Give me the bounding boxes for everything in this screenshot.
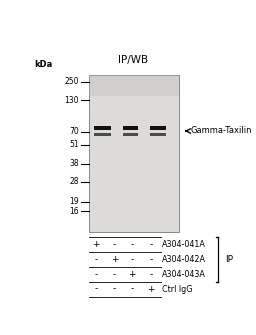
Text: A304-042A: A304-042A — [162, 255, 206, 264]
Text: -: - — [131, 285, 134, 293]
Text: kDa: kDa — [34, 60, 52, 69]
Text: -: - — [113, 270, 116, 279]
Text: -: - — [113, 240, 116, 249]
Text: -: - — [94, 270, 98, 279]
Text: -: - — [94, 285, 98, 293]
Text: -: - — [150, 270, 153, 279]
Text: A304-041A: A304-041A — [162, 240, 206, 249]
Text: +: + — [129, 270, 136, 279]
Text: 70: 70 — [69, 127, 79, 136]
Text: -: - — [150, 240, 153, 249]
Bar — [150, 126, 166, 130]
Bar — [94, 133, 111, 136]
Text: -: - — [131, 255, 134, 264]
Text: 16: 16 — [69, 207, 79, 216]
Text: 19: 19 — [69, 197, 79, 206]
Text: Ctrl IgG: Ctrl IgG — [162, 285, 193, 293]
Bar — [89, 75, 179, 232]
Text: IP: IP — [226, 255, 233, 264]
Text: -: - — [131, 240, 134, 249]
Text: Gamma-Taxilin: Gamma-Taxilin — [191, 127, 252, 135]
Bar — [150, 133, 166, 136]
Bar — [123, 133, 138, 136]
Text: -: - — [113, 285, 116, 293]
Text: IP/WB: IP/WB — [118, 55, 148, 65]
Text: A304-043A: A304-043A — [162, 270, 206, 279]
Text: 51: 51 — [69, 140, 79, 149]
Text: 28: 28 — [69, 177, 79, 186]
Bar — [89, 75, 179, 96]
Text: +: + — [111, 255, 118, 264]
Text: 250: 250 — [64, 77, 79, 86]
Bar — [94, 126, 111, 130]
Text: 38: 38 — [69, 159, 79, 168]
Text: +: + — [92, 240, 100, 249]
Text: +: + — [147, 285, 155, 293]
Text: -: - — [150, 255, 153, 264]
Bar — [123, 126, 138, 130]
Text: -: - — [94, 255, 98, 264]
Text: 130: 130 — [64, 95, 79, 105]
